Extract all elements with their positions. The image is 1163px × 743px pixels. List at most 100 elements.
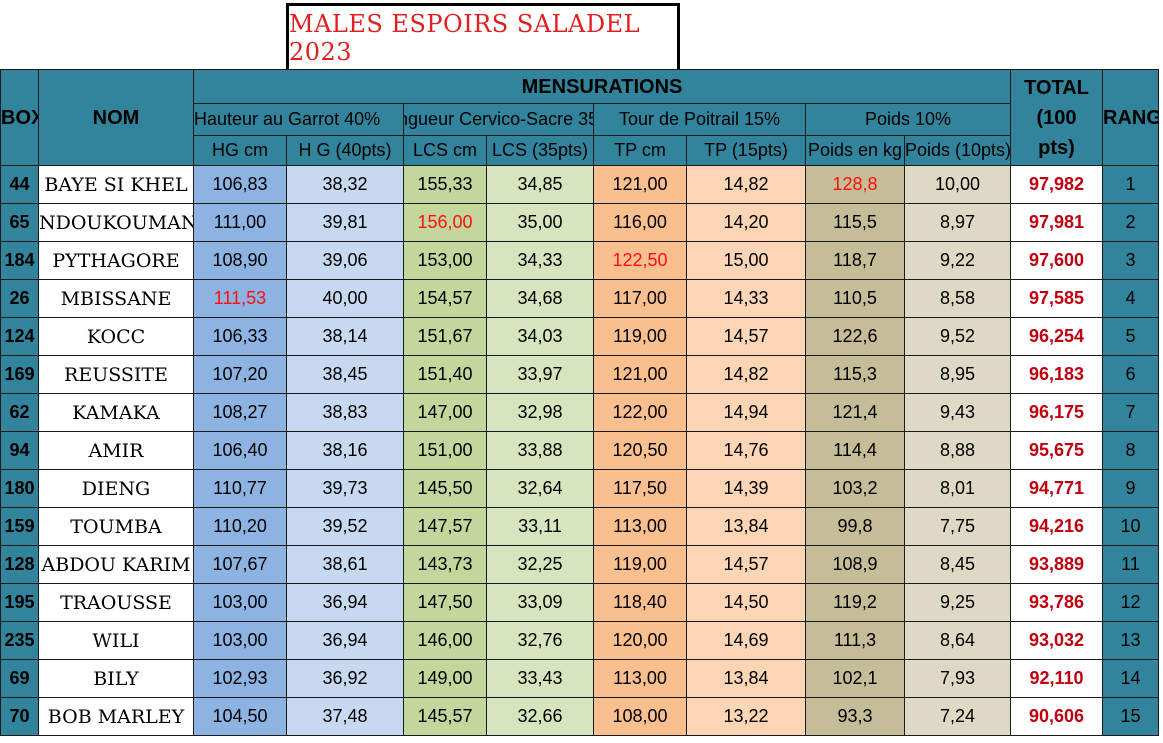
cell-poidsp: 7,93: [904, 659, 1011, 698]
cell-poids: 121,4: [805, 393, 905, 432]
cell-lcsp: 32,25: [486, 545, 594, 584]
header-poids-pts: Poids (10pts): [904, 135, 1011, 166]
cell-total: 95,675: [1010, 431, 1103, 470]
cell-box: 235: [0, 621, 39, 660]
cell-box: 159: [0, 507, 39, 546]
cell-box: 195: [0, 583, 39, 622]
cell-tpp: 14,57: [686, 545, 806, 584]
cell-lcsp: 34,33: [486, 241, 594, 280]
cell-rang: 10: [1102, 507, 1159, 546]
cell-hgp: 39,06: [286, 241, 404, 280]
cell-hg: 110,77: [193, 469, 287, 508]
cell-lcs: 151,00: [403, 431, 487, 470]
header-nom: NOM: [38, 69, 194, 166]
cell-nom: ABDOU KARIM: [38, 545, 194, 584]
header-group-poids: Poids 10%: [805, 103, 1011, 136]
cell-lcsp: 34,85: [486, 165, 594, 204]
cell-tp: 120,50: [593, 431, 687, 470]
cell-lcs: 147,50: [403, 583, 487, 622]
cell-nom: REUSSITE: [38, 355, 194, 394]
cell-hgp: 38,16: [286, 431, 404, 470]
cell-poidsp: 8,01: [904, 469, 1011, 508]
sheet-title: MALES ESPOIRS SALADEL 2023: [289, 9, 641, 66]
cell-rang: 12: [1102, 583, 1159, 622]
header-hg-pts: H G (40pts): [286, 135, 404, 166]
cell-hgp: 37,48: [286, 697, 404, 736]
cell-tpp: 14,39: [686, 469, 806, 508]
cell-box: 26: [0, 279, 39, 318]
cell-tp: 118,40: [593, 583, 687, 622]
cell-hg: 110,20: [193, 507, 287, 546]
cell-poidsp: 8,58: [904, 279, 1011, 318]
cell-rang: 1: [1102, 165, 1159, 204]
cell-hgp: 38,14: [286, 317, 404, 356]
cell-tp: 122,50: [593, 241, 687, 280]
cell-rang: 13: [1102, 621, 1159, 660]
cell-lcsp: 35,00: [486, 203, 594, 242]
cell-poidsp: 8,88: [904, 431, 1011, 470]
cell-nom: BAYE SI KHEL: [38, 165, 194, 204]
cell-hg: 102,93: [193, 659, 287, 698]
cell-hgp: 36,92: [286, 659, 404, 698]
header-box: BOX: [0, 69, 39, 166]
cell-tpp: 13,84: [686, 659, 806, 698]
cell-rang: 7: [1102, 393, 1159, 432]
cell-box: 184: [0, 241, 39, 280]
cell-hg: 103,00: [193, 621, 287, 660]
cell-tpp: 13,84: [686, 507, 806, 546]
cell-lcs: 155,33: [403, 165, 487, 204]
cell-lcsp: 32,66: [486, 697, 594, 736]
header-total: TOTAL (100 pts): [1010, 69, 1103, 166]
header-tp-pts: TP (15pts): [686, 135, 806, 166]
cell-lcs: 147,57: [403, 507, 487, 546]
cell-lcsp: 33,43: [486, 659, 594, 698]
cell-tp: 119,00: [593, 317, 687, 356]
cell-hg: 106,83: [193, 165, 287, 204]
cell-nom: AMIR: [38, 431, 194, 470]
cell-tpp: 14,69: [686, 621, 806, 660]
cell-poids: 118,7: [805, 241, 905, 280]
cell-box: 94: [0, 431, 39, 470]
cell-hgp: 39,73: [286, 469, 404, 508]
cell-lcsp: 33,88: [486, 431, 594, 470]
cell-total: 96,254: [1010, 317, 1103, 356]
cell-lcsp: 32,76: [486, 621, 594, 660]
cell-tpp: 14,57: [686, 317, 806, 356]
cell-hgp: 36,94: [286, 583, 404, 622]
cell-hg: 108,90: [193, 241, 287, 280]
cell-nom: TOUMBA: [38, 507, 194, 546]
header-group-lcs: Longueur Cervico-Sacre 35%: [403, 103, 594, 136]
cell-lcs: 149,00: [403, 659, 487, 698]
cell-tp: 120,00: [593, 621, 687, 660]
table-row: 235 WILI 103,00 36,94 146,00 32,76 120,00 14,69…: [0, 621, 1159, 660]
cell-hg: 104,50: [193, 697, 287, 736]
cell-nom: BILY: [38, 659, 194, 698]
cell-tpp: 14,20: [686, 203, 806, 242]
cell-lcs: 154,57: [403, 279, 487, 318]
cell-poidsp: 8,45: [904, 545, 1011, 584]
cell-rang: 6: [1102, 355, 1159, 394]
cell-poidsp: 9,22: [904, 241, 1011, 280]
cell-lcsp: 34,03: [486, 317, 594, 356]
cell-lcs: 145,57: [403, 697, 487, 736]
cell-poids: 93,3: [805, 697, 905, 736]
cell-nom: TRAOUSSE: [38, 583, 194, 622]
cell-nom: KOCC: [38, 317, 194, 356]
cell-total: 97,600: [1010, 241, 1103, 280]
cell-nom: NDOUKOUMAN: [38, 203, 194, 242]
cell-hgp: 38,45: [286, 355, 404, 394]
cell-tpp: 13,22: [686, 697, 806, 736]
table-row: 124 KOCC 106,33 38,14 151,67 34,03 119,00 14,57…: [0, 317, 1159, 356]
table-row: 26 MBISSANE 111,53 40,00 154,57 34,68 117,00 14…: [0, 279, 1159, 318]
cell-total: 92,110: [1010, 659, 1103, 698]
cell-rang: 11: [1102, 545, 1159, 584]
cell-nom: KAMAKA: [38, 393, 194, 432]
cell-lcs: 143,73: [403, 545, 487, 584]
cell-tpp: 14,50: [686, 583, 806, 622]
cell-poidsp: 8,95: [904, 355, 1011, 394]
cell-hgp: 39,81: [286, 203, 404, 242]
header-group-lcs-label: Longueur Cervico-Sacre 35%: [405, 109, 593, 129]
table-row: 159 TOUMBA 110,20 39,52 147,57 33,11 113,00 13,…: [0, 507, 1159, 546]
cell-hg: 103,00: [193, 583, 287, 622]
cell-poidsp: 8,97: [904, 203, 1011, 242]
